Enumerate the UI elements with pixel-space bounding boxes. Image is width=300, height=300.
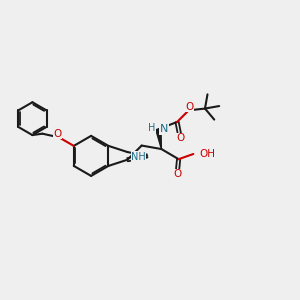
Text: H: H	[148, 123, 156, 133]
Text: NH: NH	[131, 152, 146, 162]
Text: N: N	[160, 124, 168, 134]
Text: O: O	[173, 169, 181, 179]
Text: O: O	[53, 128, 62, 139]
Text: OH: OH	[200, 149, 216, 159]
Text: O: O	[185, 102, 194, 112]
Polygon shape	[156, 129, 161, 149]
Text: O: O	[176, 134, 184, 143]
